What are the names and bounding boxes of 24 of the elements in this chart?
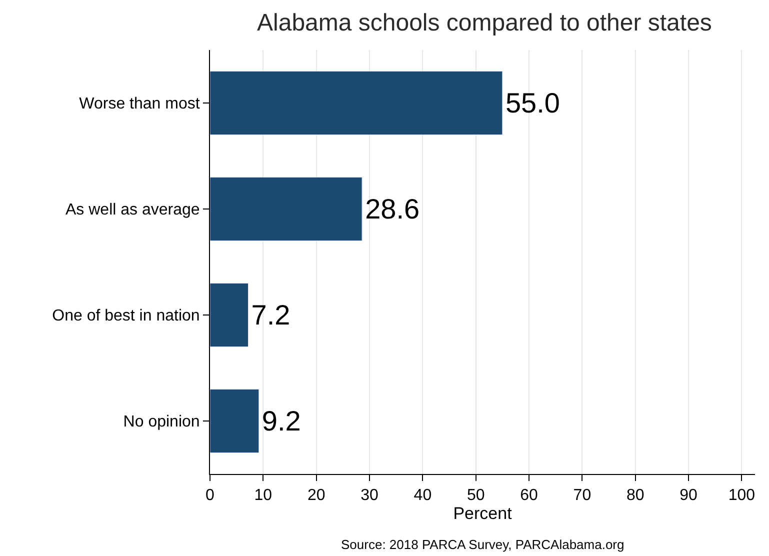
data-label: 7.2 xyxy=(251,300,290,330)
x-tick-label: 90 xyxy=(680,487,698,504)
x-tick-label: 60 xyxy=(520,487,538,504)
y-tick-label: No opinion xyxy=(123,414,200,431)
x-tick-label: 20 xyxy=(307,487,326,504)
x-tick-label: 70 xyxy=(573,487,592,504)
x-axis-title: Percent xyxy=(453,504,512,524)
x-tick-label: 40 xyxy=(414,487,432,504)
x-tick-label: 100 xyxy=(728,487,756,504)
chart-title: Alabama schools compared to other states xyxy=(257,10,712,37)
x-tick-label: 0 xyxy=(206,487,215,504)
data-label: 55.0 xyxy=(505,88,560,118)
y-tick-label: As well as average xyxy=(66,202,200,219)
x-tick-label: 80 xyxy=(626,487,644,504)
x-tick-label: 30 xyxy=(360,487,379,504)
bar xyxy=(210,282,249,348)
x-tick-label: 10 xyxy=(254,487,272,504)
y-tick-label: One of best in nation xyxy=(52,308,200,325)
y-tick-label: Worse than most xyxy=(79,96,200,113)
source-note: Source: 2018 PARCA Survey, PARCAlabama.org xyxy=(341,537,624,552)
x-tick-label: 50 xyxy=(466,487,485,504)
data-label: 28.6 xyxy=(365,194,420,224)
bar xyxy=(210,388,260,454)
data-label: 9.2 xyxy=(262,406,301,436)
